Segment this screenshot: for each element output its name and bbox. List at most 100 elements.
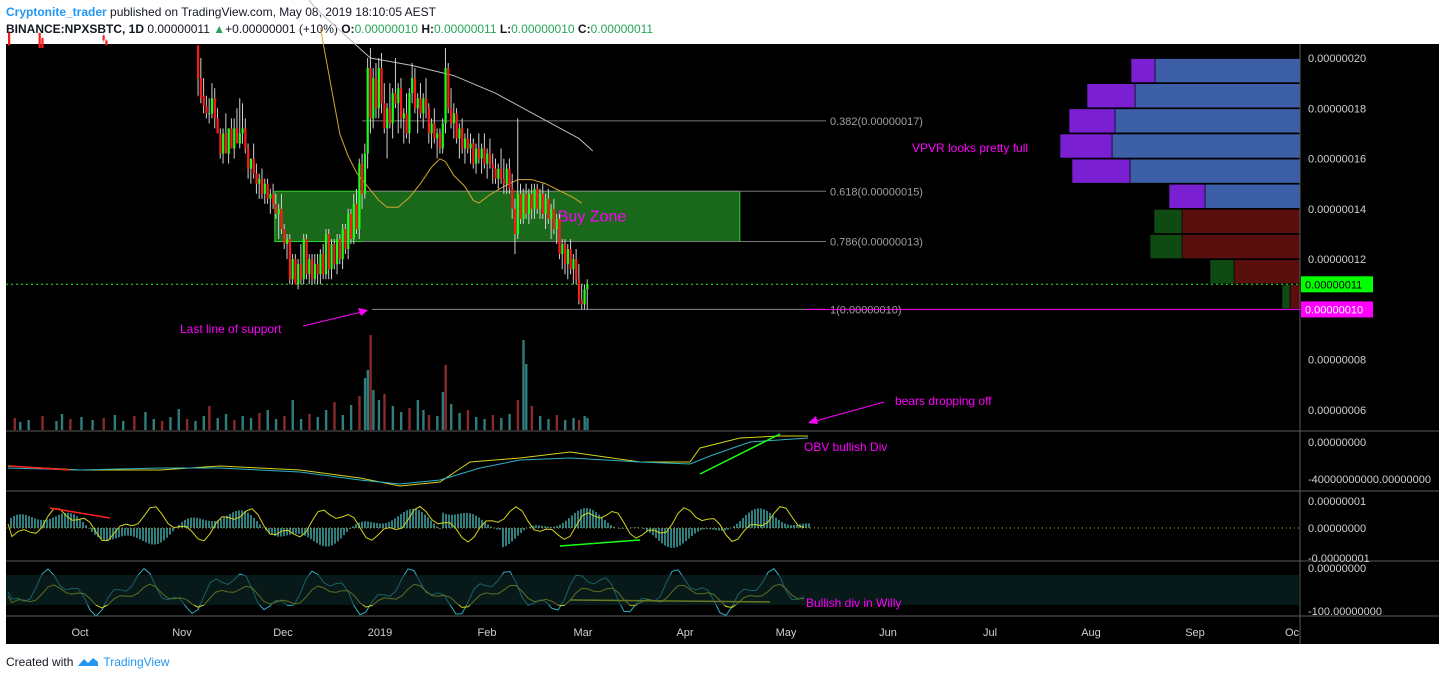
volume-bar xyxy=(363,378,367,430)
macd-histogram-bar xyxy=(316,528,318,544)
candle-body xyxy=(575,259,578,280)
macd-line xyxy=(7,505,805,543)
macd-histogram-bar xyxy=(235,511,237,528)
macd-histogram-bar xyxy=(769,512,771,528)
volume-bar xyxy=(194,421,197,430)
candle-body xyxy=(241,128,244,134)
macd-histogram-bar xyxy=(250,515,252,528)
volume-bar xyxy=(41,416,44,430)
macd-histogram-bar xyxy=(10,517,12,528)
candle-body xyxy=(235,128,239,144)
candle-body xyxy=(547,198,550,219)
macd-histogram-bar xyxy=(268,528,270,533)
created-with-text: Created with xyxy=(6,655,74,669)
macd-histogram-bar xyxy=(121,528,123,537)
vpvr-annotation: VPVR looks pretty full xyxy=(912,141,1028,155)
macd-histogram-bar xyxy=(739,520,741,528)
volume-bar xyxy=(522,340,525,430)
date-tick-label: Nov xyxy=(172,627,192,639)
macd-histogram-bar xyxy=(382,523,384,528)
volume-bar xyxy=(516,400,520,430)
candle-body xyxy=(216,118,219,134)
volume-bar xyxy=(416,400,420,430)
macd-histogram-bar xyxy=(475,515,477,528)
macd-histogram-bar xyxy=(790,525,792,528)
macd-histogram-bar xyxy=(592,510,594,528)
macd-histogram-bar xyxy=(199,518,201,528)
macd-histogram-bar xyxy=(643,528,645,529)
candle-body xyxy=(319,254,322,275)
macd-histogram-bar xyxy=(28,516,30,528)
volume-bar xyxy=(349,405,353,430)
macd-histogram-bar xyxy=(748,512,750,528)
fib-label: 1(0.00000010) xyxy=(830,304,902,316)
vpvr-down-bar xyxy=(1130,58,1156,83)
candle-body xyxy=(472,143,475,164)
tradingview-link[interactable]: TradingView xyxy=(103,655,170,669)
macd-histogram-bar xyxy=(472,514,474,528)
candle-body xyxy=(333,244,336,265)
candle-body xyxy=(299,264,303,280)
high-value: 0.00000011 xyxy=(433,22,497,36)
macd-histogram-bar xyxy=(598,514,600,528)
volume-bar xyxy=(169,417,172,430)
candle-body xyxy=(352,203,355,240)
macd-histogram-bar xyxy=(511,528,513,542)
author-link[interactable]: Cryptonite_trader xyxy=(6,5,107,19)
volume-bar xyxy=(69,419,72,430)
candle-body xyxy=(238,133,241,144)
macd-histogram-bar xyxy=(115,528,117,539)
open-value: 0.00000010 xyxy=(354,22,418,36)
volume-bar xyxy=(19,422,22,430)
macd-histogram-bar xyxy=(709,528,711,530)
candle-body xyxy=(444,68,447,124)
macd-histogram-bar xyxy=(292,528,294,535)
volume-bar xyxy=(160,421,164,430)
date-tick-label: Jul xyxy=(983,627,997,639)
macd-histogram-bar xyxy=(64,512,66,528)
willy-tick-label: -100.00000000 xyxy=(1308,606,1382,618)
macd-histogram-bar xyxy=(466,512,468,528)
macd-histogram-bar xyxy=(808,523,810,528)
candle-body xyxy=(372,78,375,119)
macd-histogram-bar xyxy=(550,526,552,528)
macd-histogram-bar xyxy=(46,519,48,528)
candle-body xyxy=(219,133,222,154)
candle-body xyxy=(538,193,542,209)
macd-histogram-bar xyxy=(418,510,420,528)
volume-bar xyxy=(583,416,586,430)
support-annotation: Last line of support xyxy=(180,322,282,336)
volume-bar xyxy=(60,414,64,430)
date-tick-label: Aug xyxy=(1081,627,1101,639)
candle-body xyxy=(197,45,200,79)
vpvr-down-bar xyxy=(1086,83,1136,109)
candle-body xyxy=(497,168,500,179)
candle-body xyxy=(527,193,531,214)
macd-histogram-bar xyxy=(463,512,465,528)
volume-bar xyxy=(133,416,136,430)
macd-histogram-bar xyxy=(607,522,609,528)
candle-body xyxy=(397,88,400,104)
macd-histogram-bar xyxy=(286,528,288,536)
macd-histogram-bar xyxy=(409,509,411,528)
macd-histogram-bar xyxy=(106,528,108,541)
candle-body xyxy=(38,32,41,48)
macd-histogram-bar xyxy=(706,528,708,530)
macd-histogram-bar xyxy=(109,528,111,541)
macd-histogram-bar xyxy=(220,518,222,528)
vpvr-down-bar xyxy=(1209,259,1235,285)
last-price: 0.00000011 xyxy=(147,22,210,36)
willy-line xyxy=(7,567,805,617)
macd-histogram-bar xyxy=(682,528,684,544)
macd-histogram-bar xyxy=(742,517,744,528)
price-change: +0.00000001 (+10%) xyxy=(225,22,338,36)
candle-body xyxy=(430,123,433,134)
obv-tick-label: -40000000000.00000000 xyxy=(1308,474,1431,486)
macd-histogram-bar xyxy=(361,521,363,528)
macd-histogram-bar xyxy=(16,514,18,528)
macd-histogram-bar xyxy=(679,528,681,546)
vpvr-up-bar xyxy=(1289,284,1301,310)
macd-histogram-bar xyxy=(652,528,654,536)
macd-histogram-bar xyxy=(256,521,258,528)
